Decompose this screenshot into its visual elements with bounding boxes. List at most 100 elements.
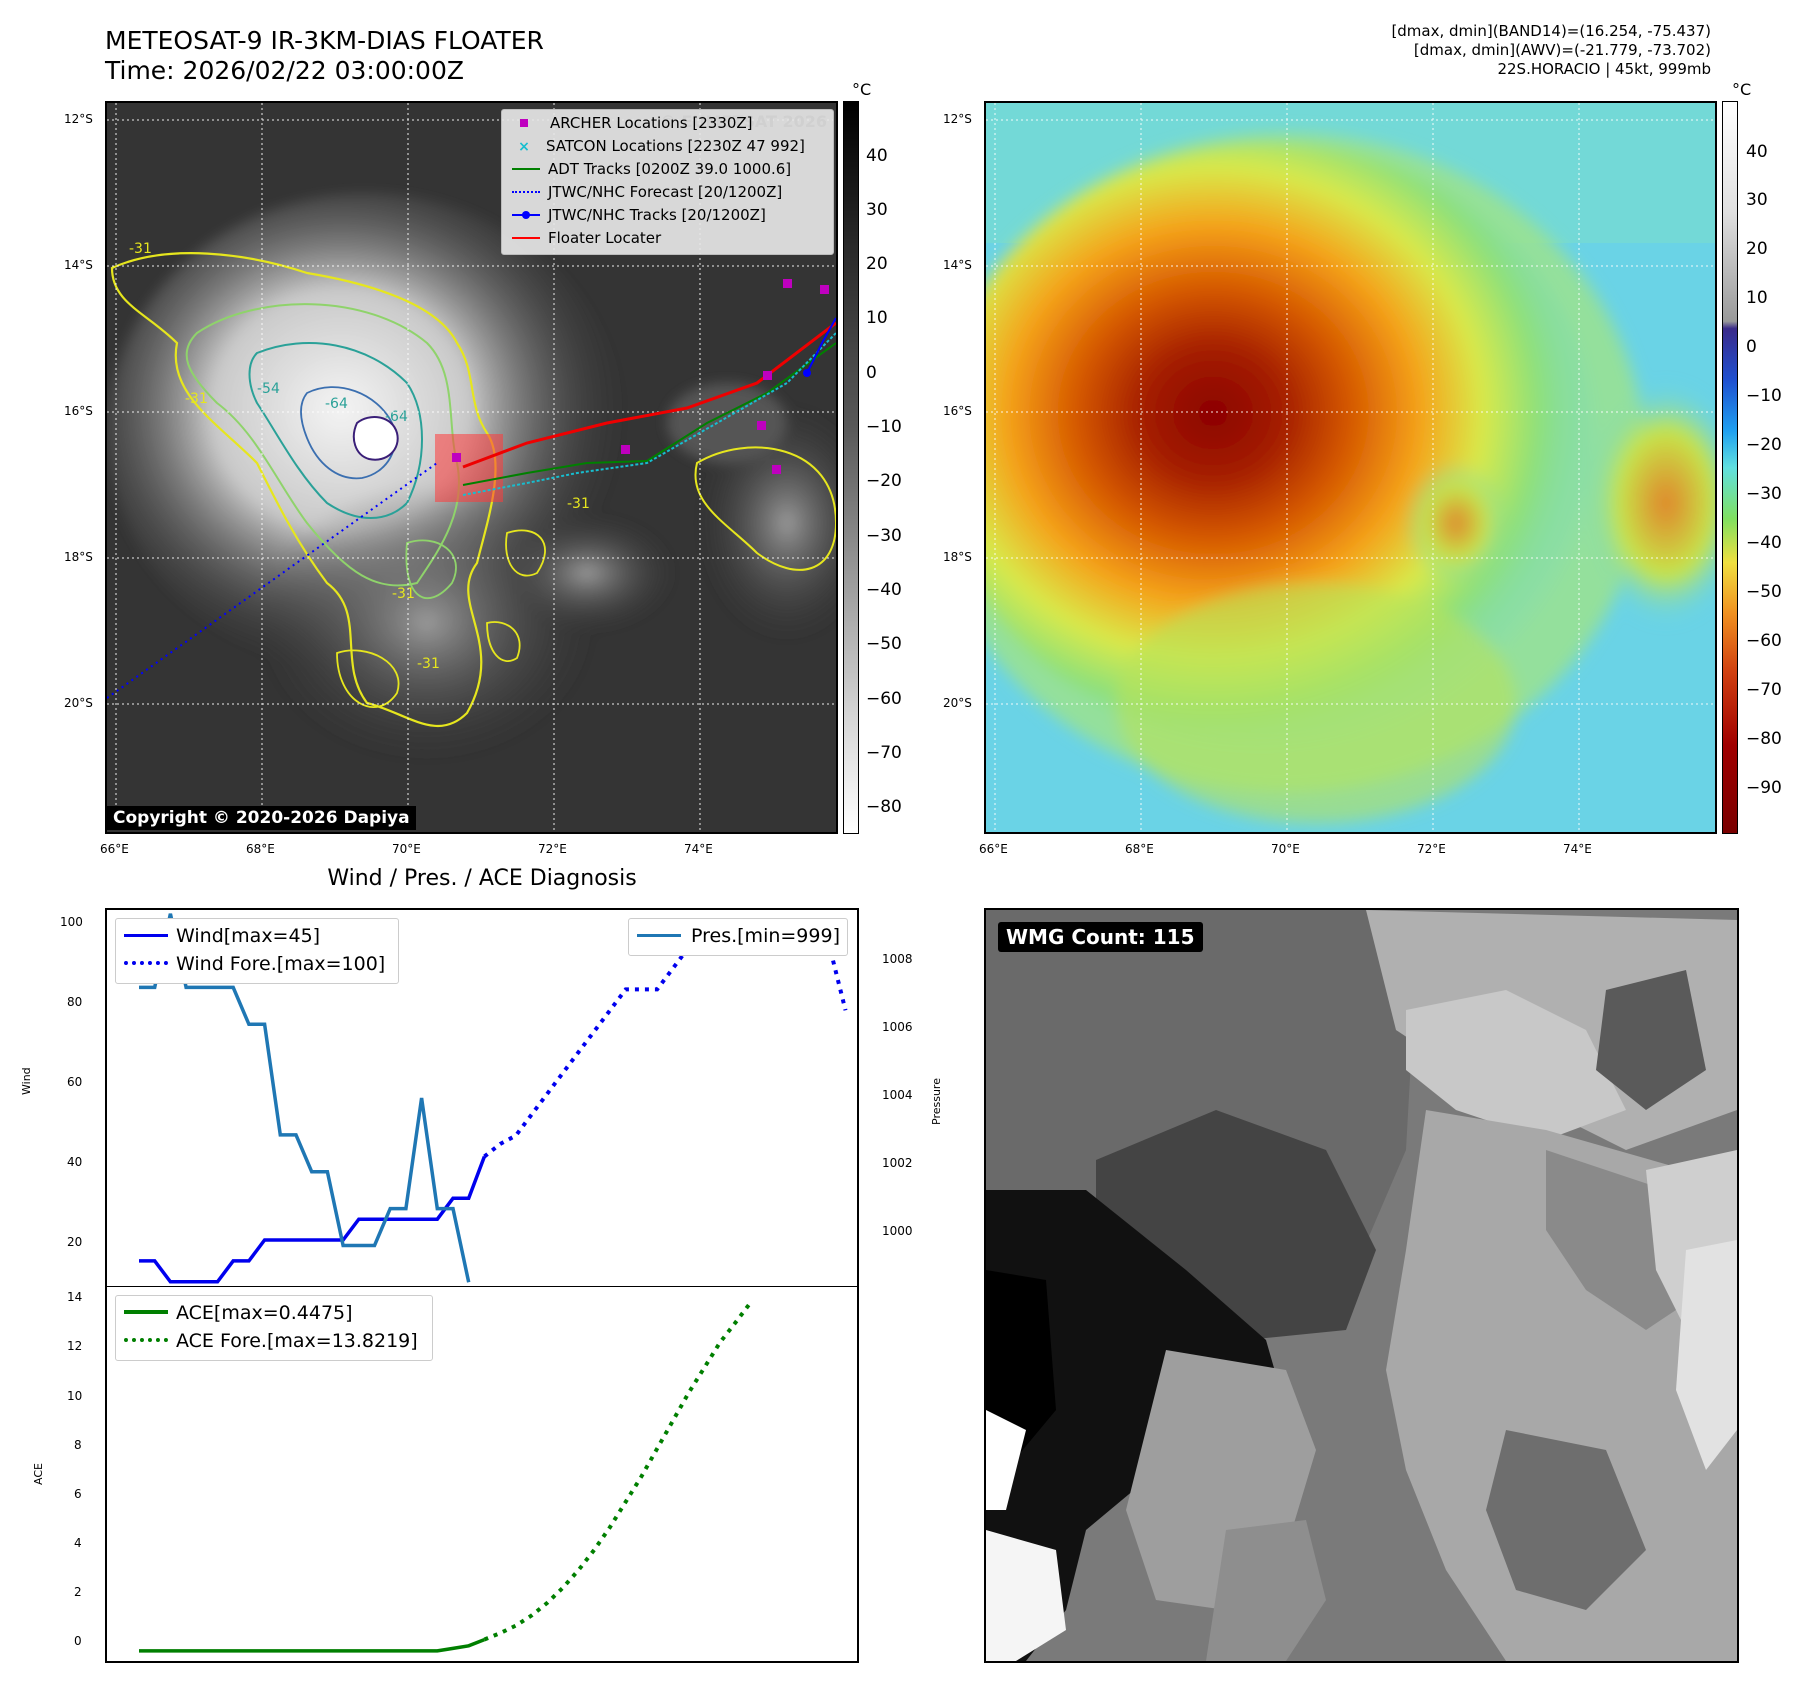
lat-tick: 12°S bbox=[943, 112, 972, 126]
line-marker-icon bbox=[124, 934, 168, 937]
cb-tick: 40 bbox=[1746, 142, 1768, 162]
y-tick: 100 bbox=[60, 915, 83, 929]
y-tick: 1008 bbox=[882, 952, 913, 966]
legend-item-wind: Wind[max=45] bbox=[124, 925, 320, 947]
y-tick: 12 bbox=[67, 1339, 83, 1353]
line-marker-icon bbox=[637, 934, 681, 937]
y-tick: 1006 bbox=[882, 1020, 913, 1034]
line-marker-icon bbox=[512, 168, 540, 170]
stats-header: [dmax, dmin](BAND14)=(16.254, -75.437) [… bbox=[1111, 22, 1711, 79]
cb-tick: −30 bbox=[1746, 484, 1782, 504]
title-line-1: METEOSAT-9 IR-3KM-DIAS FLOATER bbox=[105, 26, 544, 55]
lon-tick: 74°E bbox=[684, 842, 713, 856]
ace-panel: ACE[max=0.4475] ACE Fore.[max=13.8219] bbox=[105, 1286, 859, 1663]
cb-tick: 30 bbox=[1746, 190, 1768, 210]
jtwc-track bbox=[806, 317, 836, 374]
wind-axis-label: Wind bbox=[20, 1067, 33, 1095]
y-tick: 40 bbox=[67, 1155, 83, 1169]
storm-info: 22S.HORACIO | 45kt, 999mb bbox=[1497, 60, 1711, 78]
figure-title: METEOSAT-9 IR-3KM-DIAS FLOATER Time: 202… bbox=[105, 26, 544, 86]
cb-tick: −50 bbox=[866, 634, 902, 654]
y-tick: 1002 bbox=[882, 1156, 913, 1170]
title-line-2: Time: 2026/02/22 03:00:00Z bbox=[105, 56, 464, 85]
floater-box bbox=[435, 434, 503, 502]
contour-label: -31 bbox=[392, 586, 415, 602]
lon-tick: 66°E bbox=[100, 842, 129, 856]
cb-tick: 10 bbox=[1746, 288, 1768, 308]
cb-tick: 0 bbox=[1746, 337, 1757, 357]
lon-tick: 70°E bbox=[392, 842, 421, 856]
ace-axis-label: ACE bbox=[32, 1463, 45, 1485]
pressure-legend: Pres.[min=999] bbox=[628, 918, 848, 956]
lat-tick: 20°S bbox=[943, 696, 972, 710]
eumetsat-watermark: © EUMETSAT 2026 bbox=[660, 112, 827, 131]
cb-tick: −20 bbox=[866, 471, 902, 491]
lat-tick: 20°S bbox=[64, 696, 93, 710]
y-tick: 2 bbox=[74, 1585, 82, 1599]
legend-item-forecast: JTWC/NHC Forecast [20/1200Z] bbox=[512, 183, 782, 201]
adt-track bbox=[462, 342, 836, 486]
awv-stats: [dmax, dmin](AWV)=(-21.779, -73.702) bbox=[1413, 41, 1711, 59]
lat-tick: 18°S bbox=[64, 550, 93, 564]
contour-label: -31 bbox=[129, 241, 152, 257]
wind-series-line bbox=[139, 1155, 487, 1284]
y-tick: 4 bbox=[74, 1536, 82, 1550]
lat-tick: 14°S bbox=[64, 258, 93, 272]
cb-tick: −50 bbox=[1746, 582, 1782, 602]
lat-tick: 14°S bbox=[943, 258, 972, 272]
square-marker-icon bbox=[520, 119, 528, 127]
wmg-count-label: WMG Count: 115 bbox=[998, 922, 1203, 952]
lat-tick: 18°S bbox=[943, 550, 972, 564]
awv-map-image bbox=[986, 103, 1715, 832]
ace-plot bbox=[139, 1300, 753, 1653]
line-dot-icon bbox=[512, 211, 540, 219]
cb-tick: −90 bbox=[1746, 778, 1782, 798]
dotted-line-icon bbox=[124, 961, 168, 965]
lat-tick: 16°S bbox=[943, 404, 972, 418]
line-marker-icon bbox=[512, 237, 540, 239]
legend-item-ace: ACE[max=0.4475] bbox=[124, 1302, 353, 1324]
cb-tick: −80 bbox=[866, 797, 902, 817]
lon-tick: 70°E bbox=[1271, 842, 1300, 856]
map-legend: © EUMETSAT 2026 ARCHER Locations [2330Z]… bbox=[501, 109, 834, 255]
ir-map-panel: -31 -31 -31 -31 -31 -54 -64 -64 bbox=[105, 101, 838, 834]
y-tick: 60 bbox=[67, 1075, 83, 1089]
x-marker-icon: × bbox=[518, 139, 530, 155]
y-tick: 6 bbox=[74, 1487, 82, 1501]
contour-label: -31 bbox=[567, 496, 590, 512]
wind-forecast-line bbox=[483, 924, 848, 1159]
legend-item-satcon: × SATCON Locations [2230Z 47 992] bbox=[512, 137, 805, 155]
cb-tick: 40 bbox=[866, 146, 888, 166]
satcon-track bbox=[462, 332, 836, 496]
contour-label: -64 bbox=[325, 396, 348, 412]
y-tick: 80 bbox=[67, 995, 83, 1009]
cb-tick: 30 bbox=[866, 200, 888, 220]
lon-tick: 72°E bbox=[1417, 842, 1446, 856]
ir-colorbar bbox=[843, 101, 859, 834]
awv-colorbar-unit: °C bbox=[1732, 80, 1752, 99]
wmg-panel: WMG Count: 115 bbox=[984, 908, 1739, 1663]
line-marker-icon bbox=[124, 1310, 168, 1314]
cb-tick: −80 bbox=[1746, 729, 1782, 749]
legend-item-wind-fore: Wind Fore.[max=100] bbox=[124, 953, 385, 975]
dotted-line-icon bbox=[512, 191, 540, 193]
diagnosis-title: Wind / Pres. / ACE Diagnosis bbox=[327, 866, 637, 891]
cb-tick: −60 bbox=[1746, 631, 1782, 651]
legend-item-adt: ADT Tracks [0200Z 39.0 1000.6] bbox=[512, 160, 791, 178]
ace-legend: ACE[max=0.4475] ACE Fore.[max=13.8219] bbox=[115, 1295, 433, 1361]
pressure-axis-label: Pressure bbox=[930, 1078, 943, 1125]
ace-forecast-line bbox=[483, 1300, 753, 1642]
legend-item-archer: ARCHER Locations [2330Z] bbox=[512, 114, 753, 132]
cb-tick: −60 bbox=[866, 689, 902, 709]
cb-tick: −70 bbox=[866, 743, 902, 763]
cb-tick: −40 bbox=[866, 580, 902, 600]
legend-item-pres: Pres.[min=999] bbox=[637, 925, 840, 947]
cb-tick: −20 bbox=[1746, 435, 1782, 455]
ir-colorbar-unit: °C bbox=[852, 80, 872, 99]
contour-label: -31 bbox=[417, 656, 440, 672]
forecast-track bbox=[107, 462, 438, 699]
y-tick: 1004 bbox=[882, 1088, 913, 1102]
cb-tick: −70 bbox=[1746, 680, 1782, 700]
wmg-pixel-image bbox=[986, 910, 1737, 1661]
awv-colorbar bbox=[1722, 101, 1738, 834]
